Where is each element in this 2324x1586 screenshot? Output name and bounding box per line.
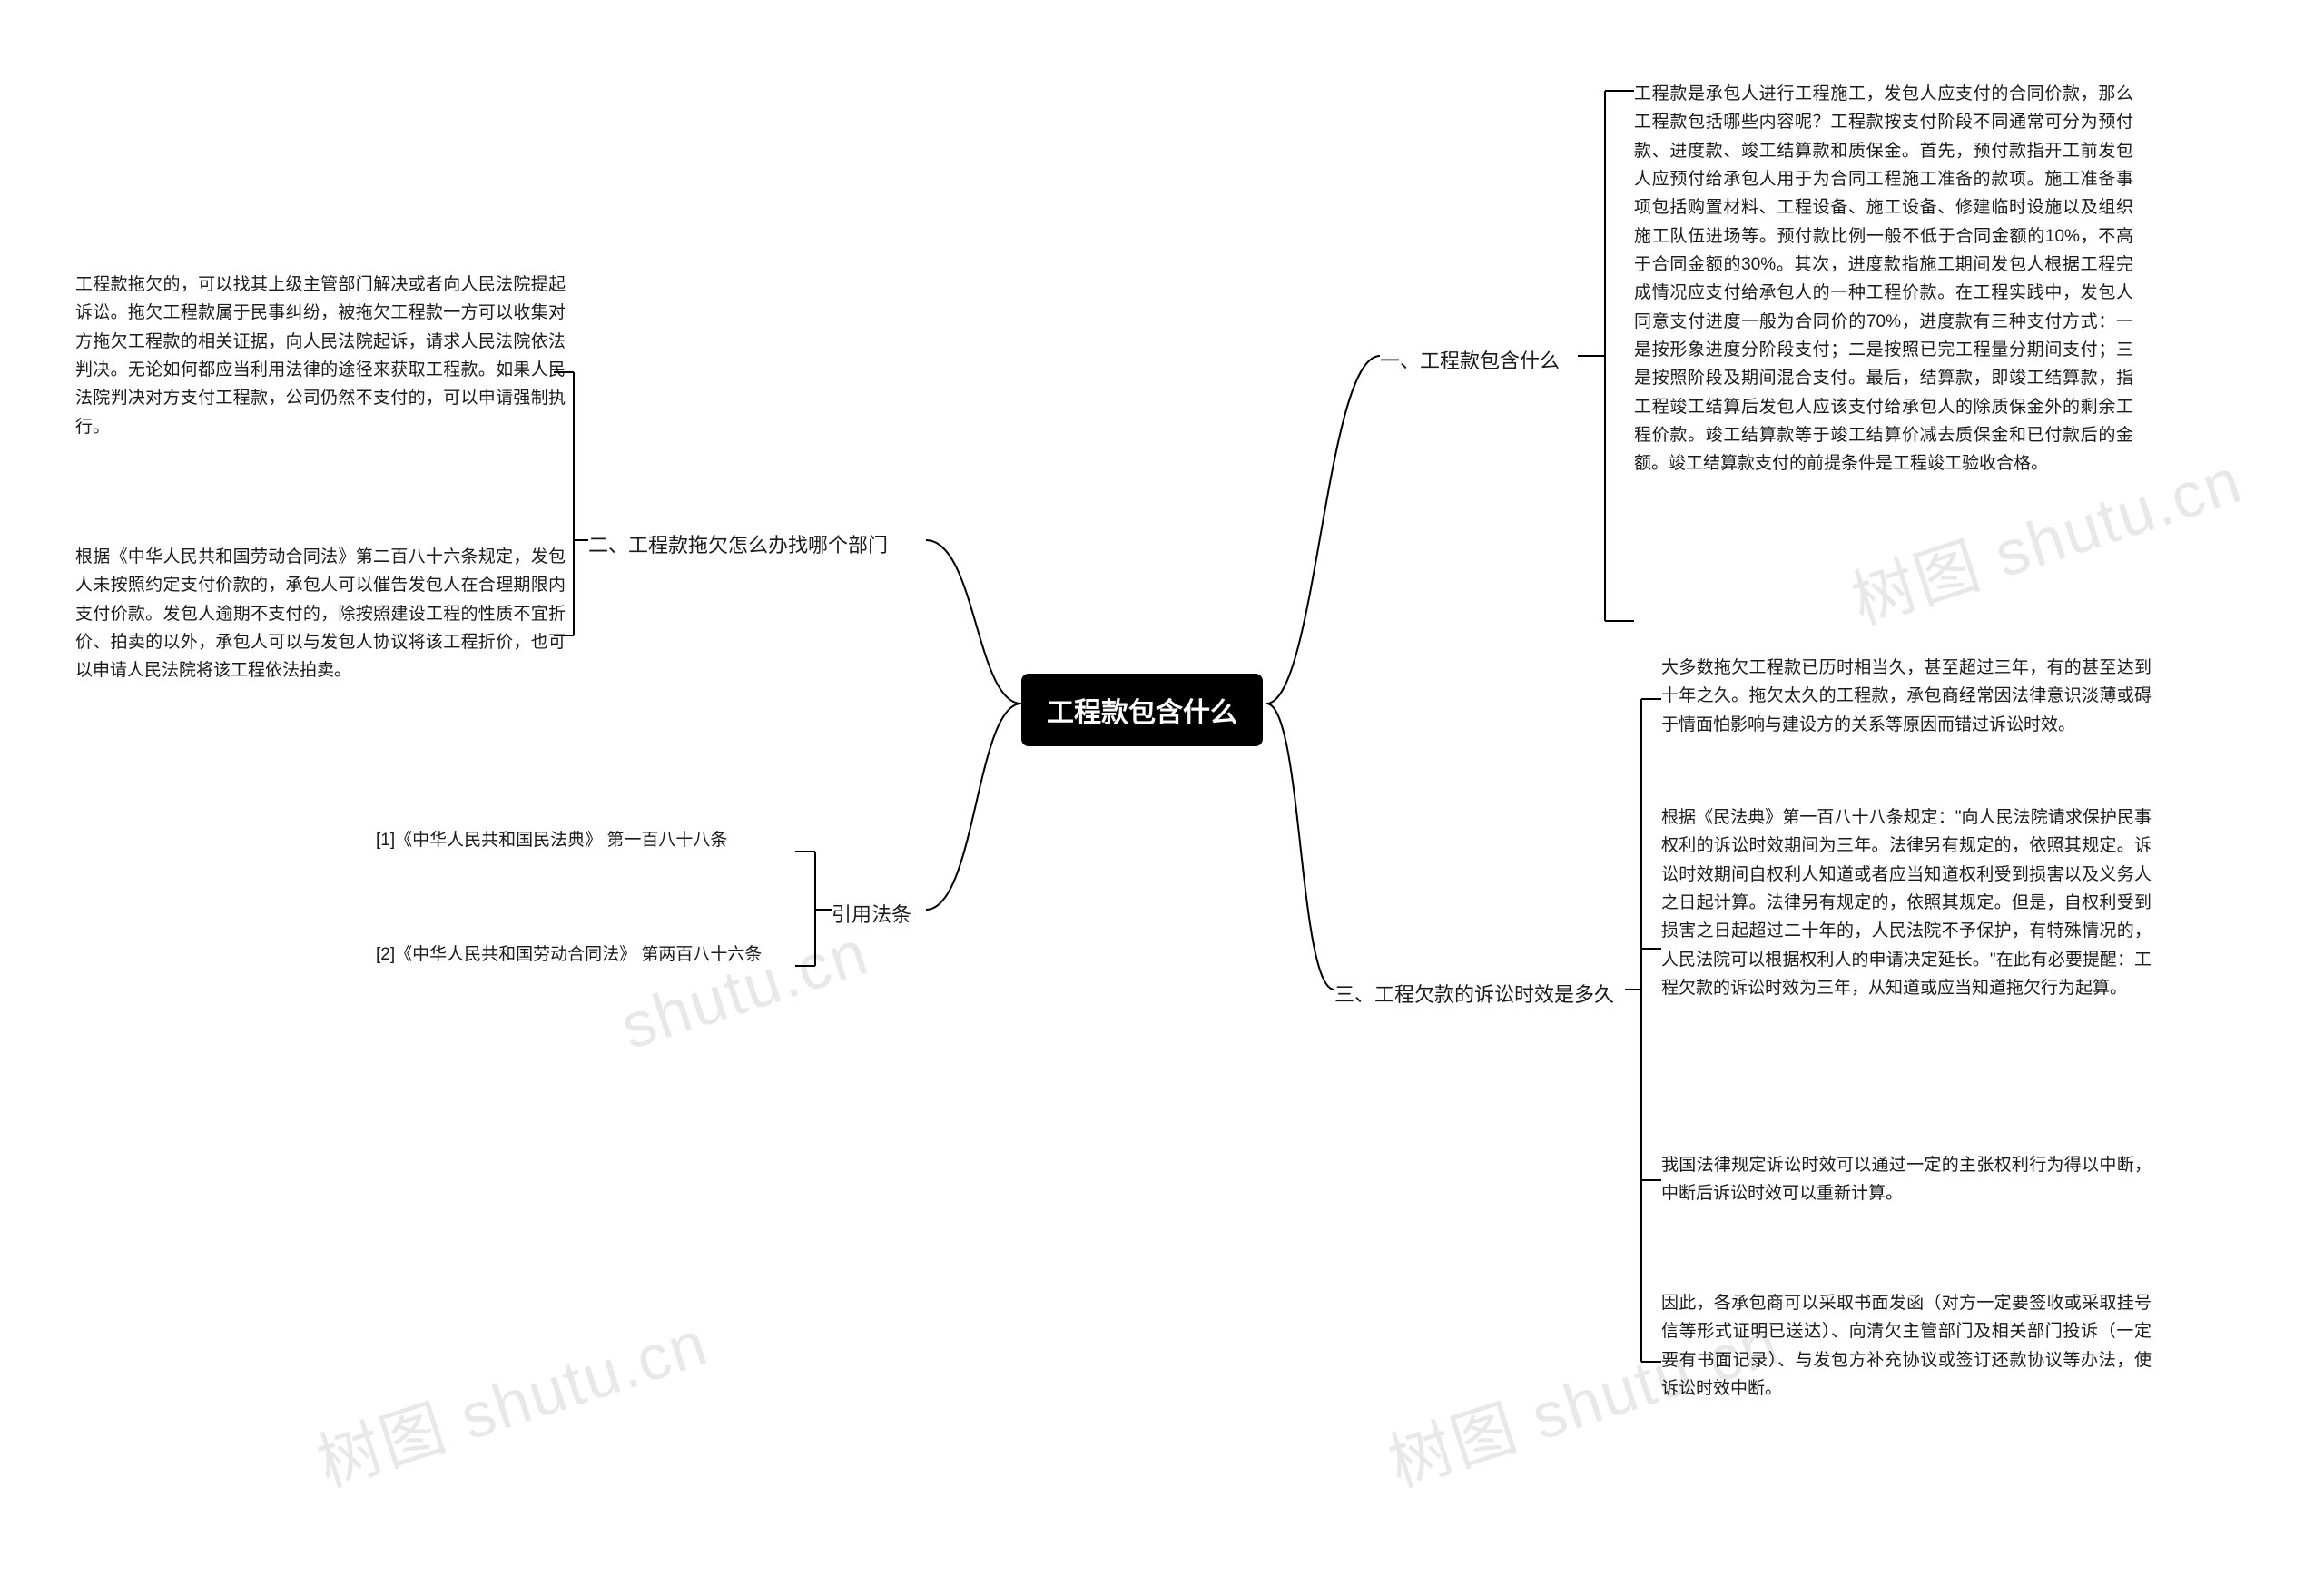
citations-title: 引用法条 bbox=[832, 899, 911, 928]
section3-p3: 我国法律规定诉讼时效可以通过一定的主张权利行为得以中断，中断后诉讼时效可以重新计… bbox=[1661, 1151, 2152, 1208]
section2-title: 二、工程款拖欠怎么办找哪个部门 bbox=[588, 529, 888, 558]
center-title: 工程款包含什么 bbox=[1021, 674, 1263, 746]
watermark: 树图 shutu.cn bbox=[304, 1293, 717, 1505]
section3-p4: 因此，各承包商可以采取书面发函（对方一定要签收或采取挂号信等形式证明已送达）、向… bbox=[1661, 1289, 2152, 1403]
citation-1: [1]《中华人民共和国民法典》 第一百八十八条 bbox=[376, 826, 792, 854]
section1-title: 一、工程款包含什么 bbox=[1380, 345, 1560, 374]
section1-body: 工程款是承包人进行工程施工，发包人应支付的合同价款，那么工程款包括哪些内容呢？工… bbox=[1634, 80, 2133, 478]
section2-p2: 根据《中华人民共和国劳动合同法》第二百八十六条规定，发包人未按照约定支付价款的，… bbox=[75, 543, 566, 685]
section3-p2: 根据《民法典》第一百八十八条规定："向人民法院请求保护民事权利的诉讼时效期间为三… bbox=[1661, 803, 2152, 1002]
section2-p1: 工程款拖欠的，可以找其上级主管部门解决或者向人民法院提起诉讼。拖欠工程款属于民事… bbox=[75, 271, 566, 441]
watermark: shutu.cn bbox=[613, 916, 878, 1064]
section3-p1: 大多数拖欠工程款已历时相当久，甚至超过三年，有的甚至达到十年之久。拖欠太久的工程… bbox=[1661, 654, 2152, 739]
citation-2: [2]《中华人民共和国劳动合同法》 第两百八十六条 bbox=[376, 941, 792, 969]
section3-title: 三、工程欠款的诉讼时效是多久 bbox=[1334, 979, 1614, 1008]
